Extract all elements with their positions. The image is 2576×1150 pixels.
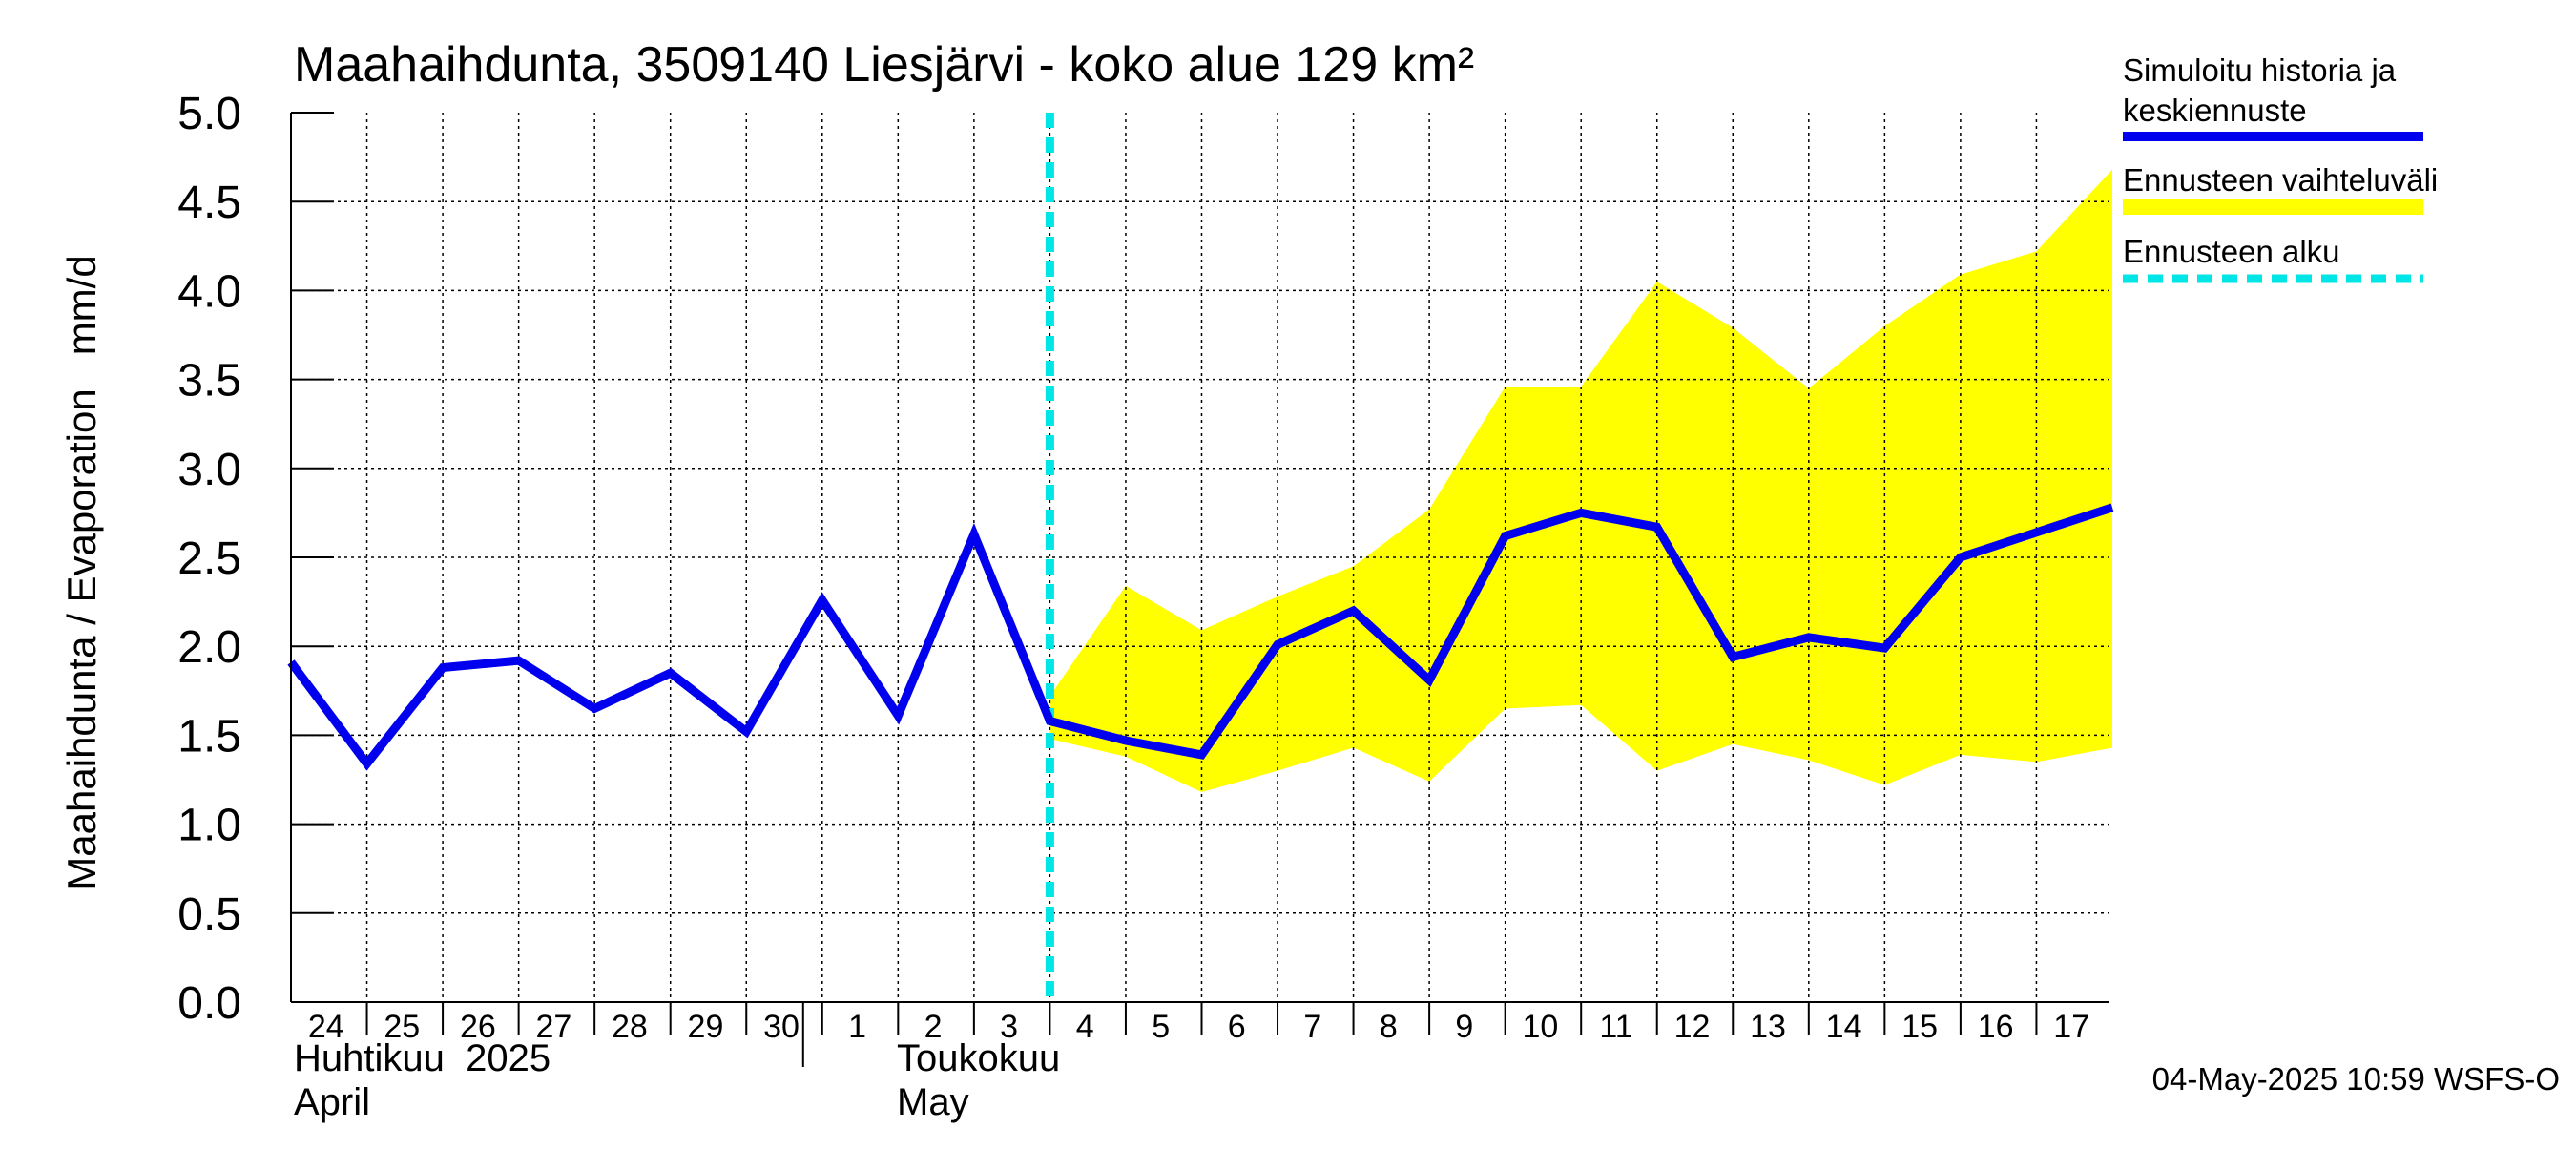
footer-timestamp: 04-May-2025 10:59 WSFS-O xyxy=(2152,1061,2560,1097)
x-tick-label: 1 xyxy=(848,1009,866,1045)
series-history-line xyxy=(287,503,2114,771)
legend-forecast-start-label: Ennusteen alku xyxy=(2123,234,2340,269)
y-tick-label: 0.5 xyxy=(177,889,241,940)
legend-history-label-line2: keskiennuste xyxy=(2123,93,2307,128)
y-tick-label: 3.0 xyxy=(177,445,241,495)
y-tick-label: 4.5 xyxy=(177,178,241,228)
month-label-en-may: May xyxy=(897,1081,969,1123)
x-tick-label: 16 xyxy=(1978,1009,2014,1045)
x-tick-label: 17 xyxy=(2053,1009,2089,1045)
x-tick-label: 9 xyxy=(1455,1009,1473,1045)
x-tick-label: 24 xyxy=(308,1009,344,1045)
y-tick-label: 3.5 xyxy=(177,356,241,407)
y-tick-labels: 0.0 0.5 1.0 1.5 2.0 2.5 3.0 3.5 4.0 4.5 5.0 xyxy=(177,89,241,1029)
month-label-fi-april: Huhtikuu 2025 xyxy=(294,1037,551,1079)
x-tick-label: 3 xyxy=(1000,1009,1018,1045)
x-tick-label: 13 xyxy=(1750,1009,1786,1045)
x-tick-label: 7 xyxy=(1303,1009,1321,1045)
x-tick-label: 28 xyxy=(612,1009,648,1045)
grid-layer xyxy=(291,113,2109,1002)
y-tick-label: 5.0 xyxy=(177,89,241,139)
x-tick-labels: 24 25 26 27 28 29 30 1 2 3 4 5 6 7 8 9 10 11 12 13 14 15 16 17 xyxy=(308,1009,2089,1045)
x-tick-label: 6 xyxy=(1228,1009,1246,1045)
month-label-en-april: April xyxy=(294,1081,370,1123)
legend-history-label-line1: Simuloitu historia ja xyxy=(2123,52,2397,88)
y-tick-label: 2.5 xyxy=(177,533,241,584)
x-tick-label: 30 xyxy=(763,1009,800,1045)
month-label-fi-may: Toukokuu xyxy=(897,1037,1060,1079)
x-tick-label: 4 xyxy=(1076,1009,1094,1045)
y-tick-label: 1.0 xyxy=(177,801,241,851)
x-tick-label: 11 xyxy=(1599,1009,1632,1045)
month-labels: Huhtikuu 2025 April Toukokuu May xyxy=(294,1037,1060,1123)
x-tick-label: 14 xyxy=(1826,1009,1862,1045)
x-tick-label: 12 xyxy=(1674,1009,1711,1045)
axis-layer xyxy=(290,112,2109,1067)
x-tick-label: 29 xyxy=(688,1009,724,1045)
legend: Simuloitu historia ja keskiennuste Ennus… xyxy=(2123,52,2438,283)
x-tick-label: 15 xyxy=(1901,1009,1938,1045)
legend-band-label: Ennusteen vaihteluväli xyxy=(2123,162,2438,198)
y-tick-label: 0.0 xyxy=(177,978,241,1029)
x-tick-label: 2 xyxy=(924,1009,943,1045)
y-tick-label: 2.0 xyxy=(177,622,241,673)
y-tick-label: 4.0 xyxy=(177,266,241,317)
y-tick-label: 1.5 xyxy=(177,711,241,762)
x-tick-label: 27 xyxy=(535,1009,571,1045)
x-tick-label: 5 xyxy=(1152,1009,1170,1045)
x-tick-label: 8 xyxy=(1380,1009,1398,1045)
x-tick-label: 26 xyxy=(460,1009,496,1045)
x-tick-label: 10 xyxy=(1523,1009,1559,1045)
series-layer xyxy=(287,503,2114,771)
chart-title: Maahaihdunta, 3509140 Liesjärvi - koko a… xyxy=(294,37,1474,93)
x-tick-label: 25 xyxy=(384,1009,420,1045)
y-axis-label: Maahaihdunta / Evaporation mm/d xyxy=(59,255,104,889)
